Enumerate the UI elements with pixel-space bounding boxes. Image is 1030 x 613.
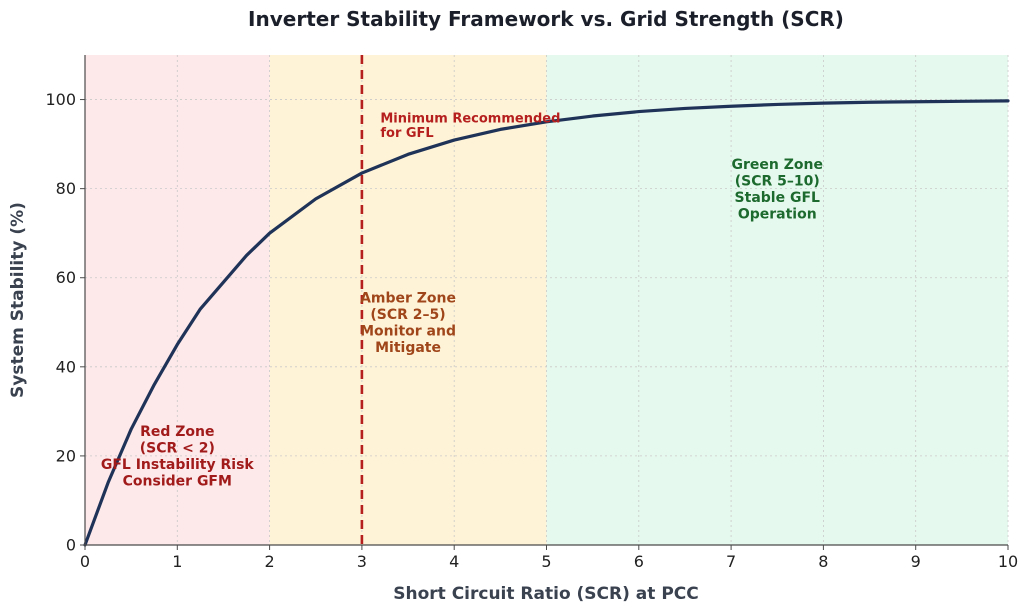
- zone-label-line: Red Zone: [140, 424, 214, 440]
- annotations-group: Red Zone (SCR < 2) GFL Instability Risk Con…: [101, 112, 823, 490]
- x-tick-label: 7: [726, 552, 736, 571]
- series-group: [83, 99, 1010, 547]
- reference-line-label: Minimum Recommended for GFL: [380, 112, 560, 142]
- y-tick-label: 20: [56, 446, 76, 465]
- zone-backgrounds: [85, 55, 1008, 545]
- x-tick-label: 5: [541, 552, 551, 571]
- x-tick-label: 0: [80, 552, 90, 571]
- zone-label-1: Amber Zone (SCR 2–5) Monitor and Mitigate: [360, 291, 456, 357]
- x-tick-label: 8: [818, 552, 828, 571]
- x-tick-label: 2: [265, 552, 275, 571]
- zone-band-2: [546, 55, 1008, 545]
- x-tick-label: 6: [634, 552, 644, 571]
- reference-line-label-line: for GFL: [380, 126, 433, 141]
- zone-label-line: Mitigate: [375, 340, 441, 356]
- chart-title: Inverter Stability Framework vs. Grid St…: [248, 7, 844, 31]
- zone-label-line: Operation: [738, 206, 817, 222]
- series-line-0: [83, 99, 1010, 547]
- x-axis-label: Short Circuit Ratio (SCR) at PCC: [393, 584, 699, 604]
- x-tick-label: 1: [172, 552, 182, 571]
- y-tick-label: 60: [56, 268, 76, 287]
- zone-label-line: Amber Zone: [360, 291, 456, 307]
- zone-label-line: (SCR 5–10): [735, 173, 820, 189]
- y-tick-label: 80: [56, 179, 76, 198]
- y-tick-label: 40: [56, 357, 76, 376]
- zone-label-line: Green Zone: [732, 157, 823, 173]
- zone-label-line: GFL Instability Risk: [101, 457, 255, 473]
- zone-label-0: Red Zone (SCR < 2) GFL Instability Risk Con…: [101, 424, 255, 490]
- x-tick-label: 3: [357, 552, 367, 571]
- zone-band-1: [269, 55, 547, 545]
- zone-label-line: Consider GFM: [123, 474, 232, 490]
- zone-label-line: (SCR 2–5): [370, 307, 445, 323]
- zone-label-line: Monitor and: [360, 324, 456, 340]
- x-tick-label: 9: [911, 552, 921, 571]
- y-axis-label: System Stability (%): [8, 202, 28, 398]
- x-tick-label: 10: [998, 552, 1018, 571]
- x-tick-label: 4: [449, 552, 459, 571]
- y-tick-label: 0: [66, 536, 76, 555]
- zone-label-2: Green Zone (SCR 5–10) Stable GFL Operation: [732, 157, 823, 223]
- zone-label-line: (SCR < 2): [140, 441, 215, 457]
- reference-line-label-line: Minimum Recommended: [380, 112, 560, 127]
- y-tick-label: 100: [45, 90, 76, 109]
- zone-label-line: Stable GFL: [735, 190, 820, 206]
